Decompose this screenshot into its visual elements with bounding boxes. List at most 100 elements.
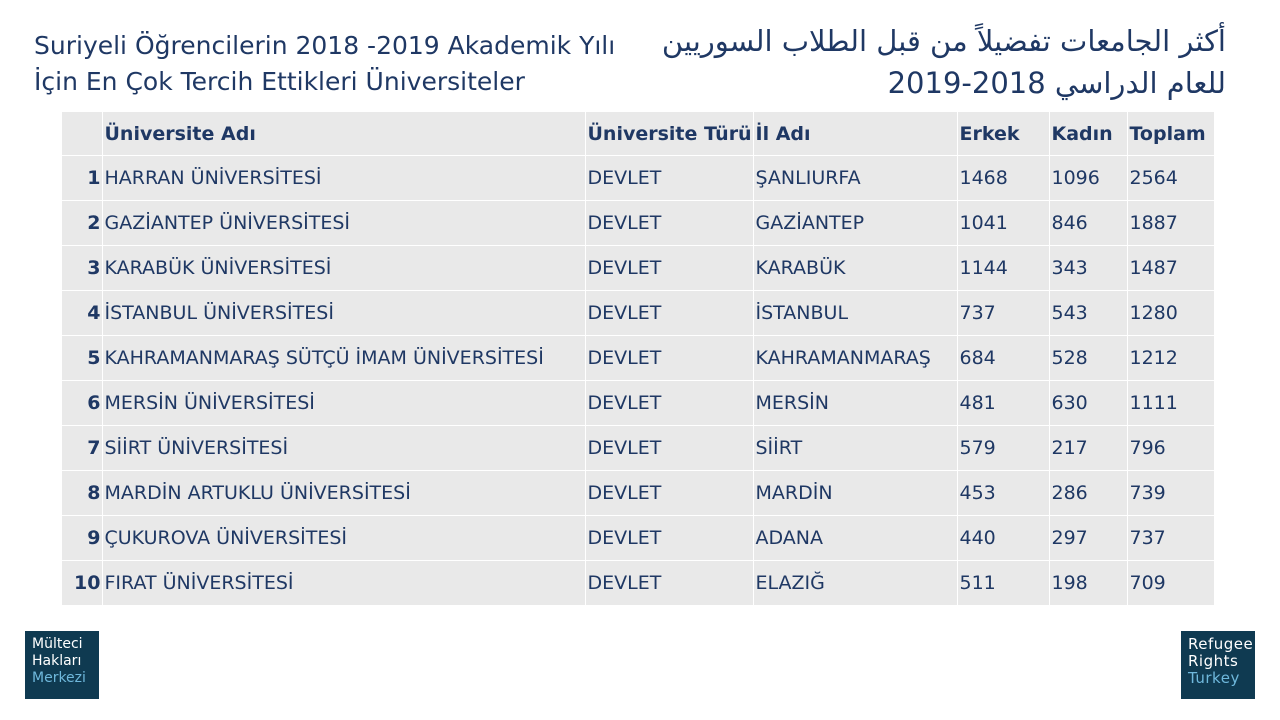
rank-cell: 9 (62, 515, 103, 561)
rank-cell: 2 (62, 200, 103, 246)
header-total: Toplam (1127, 112, 1215, 156)
male-count-cell: 737 (957, 290, 1050, 336)
university-type-cell: DEVLET (585, 290, 754, 336)
universities-table: Üniversite Adı Üniversite Türü İl Adı Er… (62, 112, 1215, 606)
university-name-cell: GAZİANTEP ÜNİVERSİTESİ (102, 200, 586, 246)
total-count-cell: 709 (1127, 560, 1215, 606)
header-university-type: Üniversite Türü (585, 112, 754, 156)
female-count-cell: 286 (1049, 470, 1128, 516)
table-row: 3 KARABÜK ÜNİVERSİTESİ DEVLET KARABÜK 11… (62, 245, 1215, 291)
multeci-haklari-merkezi-logo: Mülteci Hakları Merkezi (25, 631, 99, 699)
university-type-cell: DEVLET (585, 155, 754, 201)
table-row: 4 İSTANBUL ÜNİVERSİTESİ DEVLET İSTANBUL … (62, 290, 1215, 336)
page-title-turkish: Suriyeli Öğrencilerin 2018 -2019 Akademi… (34, 31, 616, 96)
rank-cell: 5 (62, 335, 103, 381)
refugee-rights-turkey-logo: Refugee Rights Turkey (1181, 631, 1255, 699)
rank-cell: 6 (62, 380, 103, 426)
header-rank (62, 112, 103, 156)
page-title-arabic: أكثر الجامعات تفضيلاً من قبل الطلاب السو… (661, 24, 1226, 100)
province-cell: KARABÜK (753, 245, 958, 291)
male-count-cell: 1041 (957, 200, 1050, 246)
female-count-cell: 528 (1049, 335, 1128, 381)
table-header-row: Üniversite Adı Üniversite Türü İl Adı Er… (62, 112, 1215, 156)
university-type-cell: DEVLET (585, 380, 754, 426)
total-count-cell: 796 (1127, 425, 1215, 471)
rank-cell: 4 (62, 290, 103, 336)
total-count-cell: 2564 (1127, 155, 1215, 201)
table-row: 1 HARRAN ÜNİVERSİTESİ DEVLET ŞANLIURFA 1… (62, 155, 1215, 201)
male-count-cell: 481 (957, 380, 1050, 426)
province-cell: ŞANLIURFA (753, 155, 958, 201)
header-male: Erkek (957, 112, 1050, 156)
total-count-cell: 739 (1127, 470, 1215, 516)
universities-table-container: Üniversite Adı Üniversite Türü İl Adı Er… (62, 112, 1215, 606)
male-count-cell: 684 (957, 335, 1050, 381)
logo-text-line: Refugee (1188, 635, 1254, 653)
male-count-cell: 511 (957, 560, 1050, 606)
university-type-cell: DEVLET (585, 335, 754, 381)
logo-text-line: Rights (1188, 652, 1239, 670)
male-count-cell: 440 (957, 515, 1050, 561)
total-count-cell: 737 (1127, 515, 1215, 561)
male-count-cell: 1144 (957, 245, 1050, 291)
female-count-cell: 217 (1049, 425, 1128, 471)
province-cell: ADANA (753, 515, 958, 561)
total-count-cell: 1280 (1127, 290, 1215, 336)
rank-cell: 1 (62, 155, 103, 201)
table-row: 6 MERSİN ÜNİVERSİTESİ DEVLET MERSİN 481 … (62, 380, 1215, 426)
female-count-cell: 846 (1049, 200, 1128, 246)
logo-text-line: Mülteci (32, 636, 83, 652)
university-name-cell: ÇUKUROVA ÜNİVERSİTESİ (102, 515, 586, 561)
table-row: 2 GAZİANTEP ÜNİVERSİTESİ DEVLET GAZİANTE… (62, 200, 1215, 246)
table-row: 8 MARDİN ARTUKLU ÜNİVERSİTESİ DEVLET MAR… (62, 470, 1215, 516)
table-row: 9 ÇUKUROVA ÜNİVERSİTESİ DEVLET ADANA 440… (62, 515, 1215, 561)
province-cell: ELAZIĞ (753, 560, 958, 606)
table-row: 10 FIRAT ÜNİVERSİTESİ DEVLET ELAZIĞ 511 … (62, 560, 1215, 606)
table-row: 7 SİİRT ÜNİVERSİTESİ DEVLET SİİRT 579 21… (62, 425, 1215, 471)
university-type-cell: DEVLET (585, 425, 754, 471)
rank-cell: 3 (62, 245, 103, 291)
university-name-cell: KARABÜK ÜNİVERSİTESİ (102, 245, 586, 291)
logo-text-line: Merkezi (32, 670, 86, 686)
header-university-name: Üniversite Adı (102, 112, 586, 156)
province-cell: MERSİN (753, 380, 958, 426)
rank-cell: 10 (62, 560, 103, 606)
province-cell: SİİRT (753, 425, 958, 471)
female-count-cell: 297 (1049, 515, 1128, 561)
total-count-cell: 1111 (1127, 380, 1215, 426)
female-count-cell: 543 (1049, 290, 1128, 336)
university-name-cell: HARRAN ÜNİVERSİTESİ (102, 155, 586, 201)
female-count-cell: 343 (1049, 245, 1128, 291)
total-count-cell: 1487 (1127, 245, 1215, 291)
rank-cell: 8 (62, 470, 103, 516)
header-female: Kadın (1049, 112, 1128, 156)
female-count-cell: 198 (1049, 560, 1128, 606)
university-name-cell: İSTANBUL ÜNİVERSİTESİ (102, 290, 586, 336)
university-type-cell: DEVLET (585, 470, 754, 516)
university-name-cell: FIRAT ÜNİVERSİTESİ (102, 560, 586, 606)
rank-cell: 7 (62, 425, 103, 471)
female-count-cell: 1096 (1049, 155, 1128, 201)
university-type-cell: DEVLET (585, 515, 754, 561)
logo-text-line: Turkey (1188, 669, 1240, 687)
logo-text-line: Hakları (32, 653, 82, 669)
male-count-cell: 1468 (957, 155, 1050, 201)
female-count-cell: 630 (1049, 380, 1128, 426)
total-count-cell: 1212 (1127, 335, 1215, 381)
province-cell: MARDİN (753, 470, 958, 516)
header-province: İl Adı (753, 112, 958, 156)
province-cell: KAHRAMANMARAŞ (753, 335, 958, 381)
university-type-cell: DEVLET (585, 245, 754, 291)
table-row: 5 KAHRAMANMARAŞ SÜTÇÜ İMAM ÜNİVERSİTESİ … (62, 335, 1215, 381)
university-type-cell: DEVLET (585, 560, 754, 606)
male-count-cell: 453 (957, 470, 1050, 516)
province-cell: GAZİANTEP (753, 200, 958, 246)
university-name-cell: MERSİN ÜNİVERSİTESİ (102, 380, 586, 426)
university-type-cell: DEVLET (585, 200, 754, 246)
province-cell: İSTANBUL (753, 290, 958, 336)
university-name-cell: SİİRT ÜNİVERSİTESİ (102, 425, 586, 471)
university-name-cell: KAHRAMANMARAŞ SÜTÇÜ İMAM ÜNİVERSİTESİ (102, 335, 586, 381)
male-count-cell: 579 (957, 425, 1050, 471)
university-name-cell: MARDİN ARTUKLU ÜNİVERSİTESİ (102, 470, 586, 516)
total-count-cell: 1887 (1127, 200, 1215, 246)
